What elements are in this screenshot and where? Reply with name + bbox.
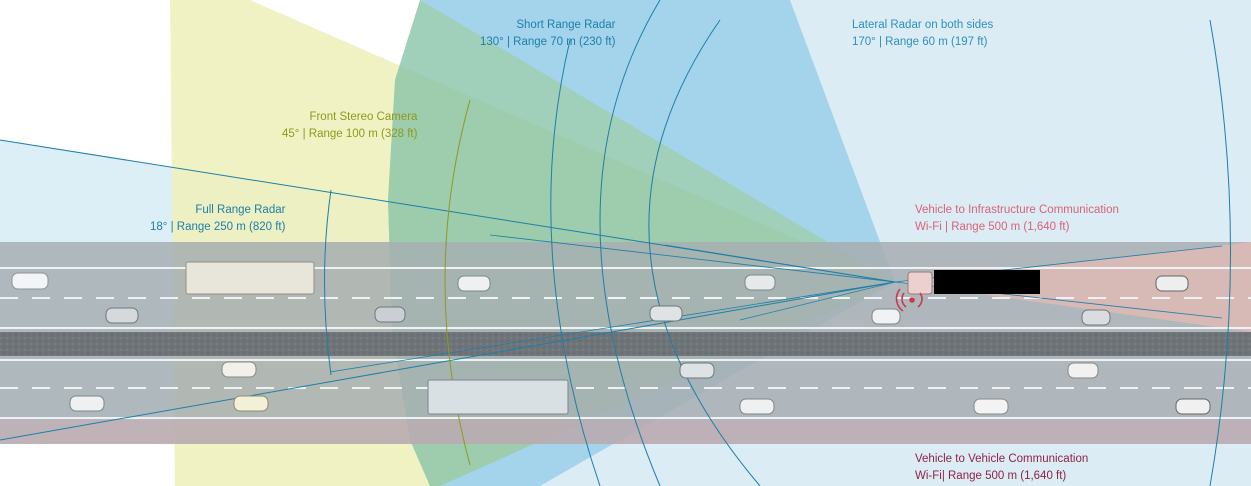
lateral-radar-spec: 170° | Range 60 m (197 ft)	[852, 36, 988, 48]
car	[973, 398, 1009, 415]
full-range-radar-label: Full Range Radar 18° | Range 250 m (820 …	[150, 202, 285, 236]
car	[221, 361, 257, 378]
wifi-signal-icon	[895, 288, 923, 312]
car	[871, 308, 901, 325]
car	[1155, 275, 1189, 292]
car	[1067, 362, 1099, 379]
car	[739, 398, 775, 415]
front-stereo-camera-spec: 45° | Range 100 m (328 ft)	[282, 128, 418, 140]
lateral-radar-title: Lateral Radar on both sides	[852, 19, 994, 31]
car	[11, 272, 49, 290]
own-truck-trailer	[934, 270, 1040, 294]
car	[1081, 309, 1111, 326]
v2i-title: Vehicle to Infrastructure Communication	[915, 204, 1119, 216]
median	[0, 332, 1251, 356]
car	[69, 395, 105, 412]
v2v-zone	[0, 420, 1251, 444]
car	[744, 274, 776, 291]
camera-angle-arc	[444, 99, 471, 466]
car	[1175, 398, 1211, 415]
front-stereo-camera-label: Front Stereo Camera 45° | Range 100 m (3…	[282, 109, 417, 143]
truck	[185, 261, 315, 295]
road-lower	[0, 356, 1251, 444]
short-range-radar-label: Short Range Radar 130° | Range 70 m (230…	[480, 17, 615, 51]
car	[374, 306, 406, 323]
car	[457, 275, 491, 292]
short-range-radar-spec: 130° | Range 70 m (230 ft)	[480, 36, 616, 48]
car	[233, 395, 269, 412]
car	[649, 305, 683, 322]
vehicles	[11, 261, 1211, 415]
v2v-title: Vehicle to Vehicle Communication	[915, 453, 1089, 465]
car	[679, 362, 715, 379]
full-range-radar-angle-arc	[324, 189, 332, 376]
short-range-radar-title: Short Range Radar	[516, 19, 616, 31]
radar-arcs	[550, 0, 1231, 486]
car	[105, 307, 139, 324]
lateral-radar-label: Lateral Radar on both sides 170° | Range…	[852, 17, 993, 51]
full-range-radar-title: Full Range Radar	[195, 204, 286, 216]
truck	[427, 379, 569, 415]
v2i-zone	[895, 242, 1251, 332]
own-truck-cab	[907, 271, 933, 295]
front-stereo-camera-title: Front Stereo Camera	[309, 111, 418, 123]
v2i-spec: Wi-Fi | Range 500 m (1,640 ft)	[915, 221, 1070, 233]
v2i-label: Vehicle to Infrastructure Communication …	[915, 202, 1119, 236]
v2v-label: Vehicle to Vehicle Communication Wi-Fi| …	[915, 451, 1088, 485]
v2v-spec: Wi-Fi| Range 500 m (1,640 ft)	[915, 470, 1067, 482]
full-range-radar-spec: 18° | Range 250 m (820 ft)	[150, 221, 286, 233]
